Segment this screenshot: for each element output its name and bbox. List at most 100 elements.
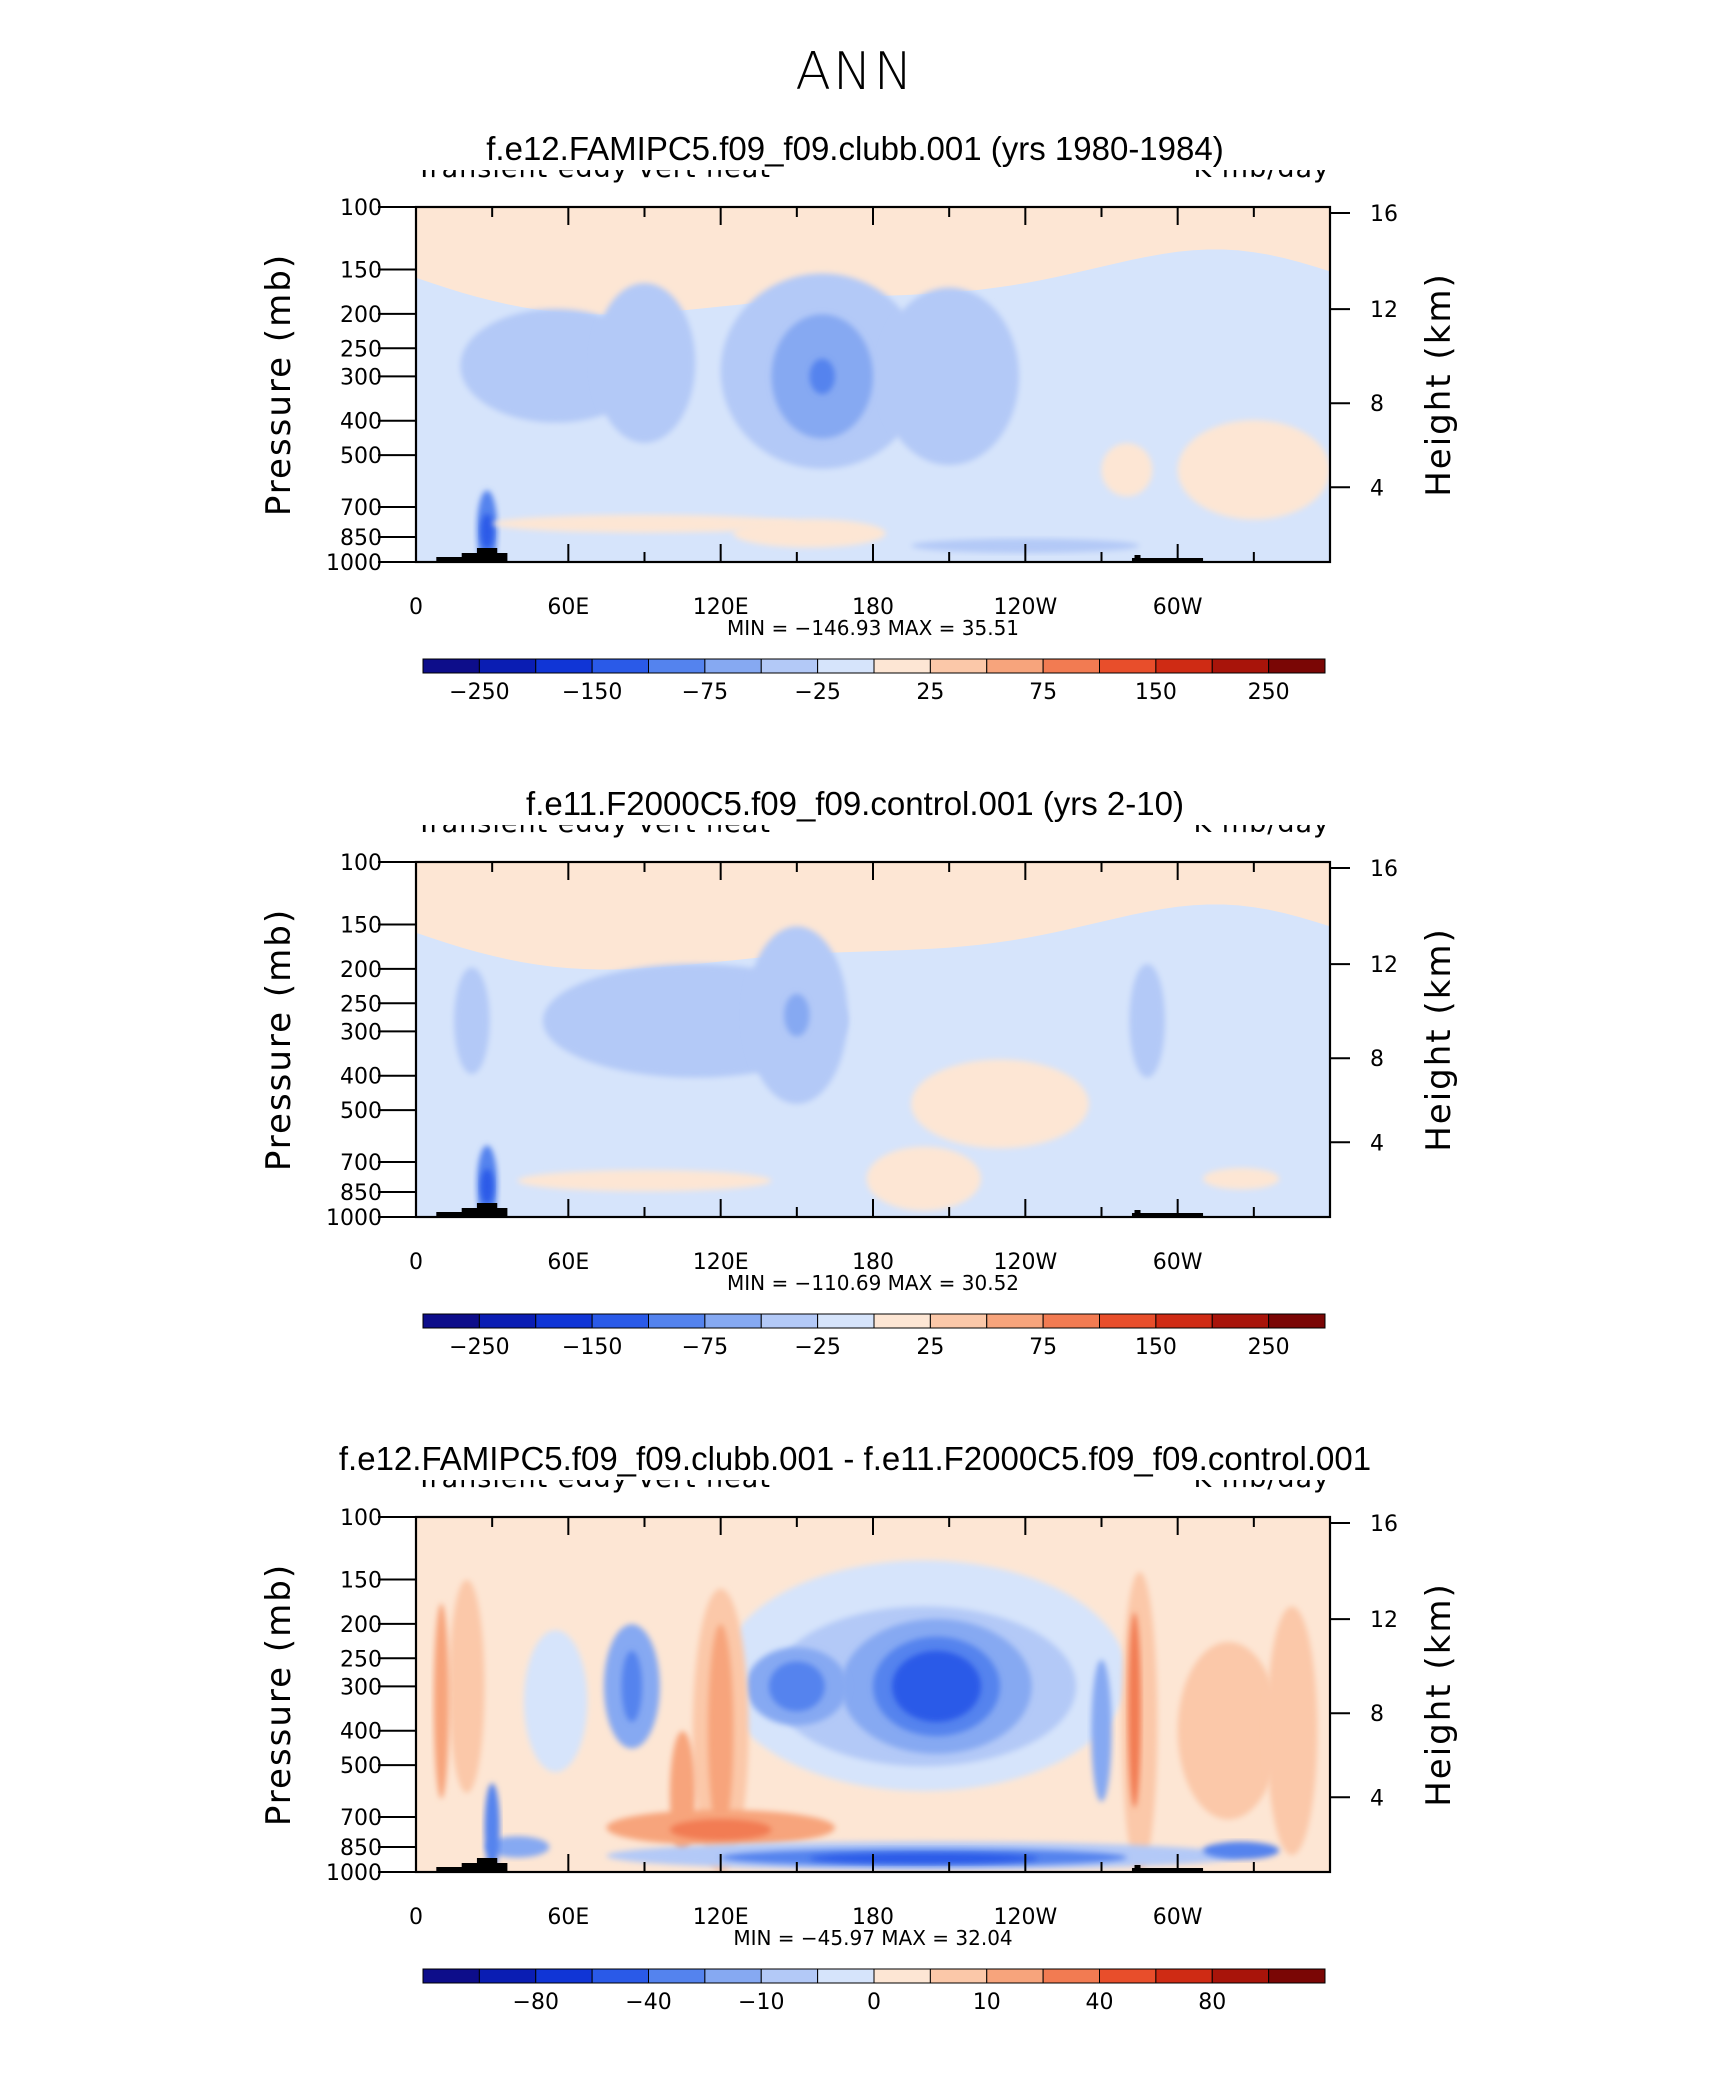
colorbar-label: 75 [1029,1335,1057,1360]
colorbar-swatch [929,1968,988,1984]
y-tick-label: 500 [340,1099,382,1124]
contour-region [1101,443,1153,497]
contour-region [485,1836,550,1858]
contour-region [1091,1659,1112,1802]
y-tick-label: 100 [340,1506,382,1531]
contour-region [809,1852,1039,1864]
colorbar-swatch [1211,1968,1270,1984]
colorbar-label: −40 [625,1990,671,2015]
colorbar-swatch [591,1313,649,1329]
colorbar-label: 25 [916,680,944,705]
y-tick-label: 850 [340,1181,382,1206]
topography [1131,1868,1204,1872]
y-tick-label: 150 [340,259,382,284]
colorbar-swatch [817,1313,875,1329]
colorbar-swatch [591,658,649,674]
colorbar-label: 150 [1135,1335,1177,1360]
contour-region [1129,963,1165,1078]
y-right-tick-label: 4 [1370,476,1384,501]
colorbar-swatch [535,1313,593,1329]
stratosphere-band [416,862,1330,970]
panel-title: f.e12.FAMIPC5.f09_f09.clubb.001 (yrs 198… [486,130,1224,167]
figure-title: ANN [795,42,915,102]
topography [1131,1213,1204,1217]
y-tick-label: 200 [340,303,382,328]
y-tick-label: 1000 [326,551,382,576]
y-tick-label: 250 [340,992,382,1017]
colorbar-swatch [704,658,762,674]
colorbar-label: 250 [1248,1335,1290,1360]
y-tick-label: 400 [340,1720,382,1745]
colorbar-label: −25 [794,680,840,705]
contour-region [1203,1168,1280,1190]
colorbar-swatch [648,1968,706,1984]
colorbar-label: 10 [973,1990,1001,2015]
topography [436,1858,508,1872]
y-right-tick-label: 12 [1370,1608,1398,1633]
y-right-tick-label: 16 [1370,202,1398,227]
contour-region [809,358,835,395]
contour-plot: Transient eddy vert heat K mb/day 100 150 20… [259,170,1459,705]
topography [1134,1865,1141,1868]
min-max-stats: MIN = −146.93 MAX = 35.51 [727,616,1019,640]
colorbar-swatch [704,1313,762,1329]
colorbar-swatch [760,658,819,674]
y-tick-label: 300 [340,1675,382,1700]
contour-region [484,1783,500,1872]
contour-field [416,207,1330,562]
contour-region [1266,1606,1318,1855]
colorbar-swatch [422,1313,480,1329]
y-tick-label: 850 [340,526,382,551]
colorbar-swatch [478,658,537,674]
colorbar-swatch [1042,658,1100,674]
y-right-tick-label: 16 [1370,857,1398,882]
contour-region [523,1630,588,1773]
colorbar-label: −150 [562,1335,622,1360]
left-subtitle: Transient eddy vert heat [415,170,771,184]
x-tick-label: 120E [693,595,749,620]
right-subtitle: K mb/day [1194,170,1331,184]
y-tick-label: 700 [340,496,382,521]
y-right-tick-label: 4 [1370,1131,1384,1156]
contour-region [517,1170,772,1192]
panel-1: f.e12.FAMIPC5.f09_f09.clubb.001 (yrs 198… [0,130,1710,785]
x-tick-label: 60E [547,1250,589,1275]
y-right-tick-label: 16 [1370,1512,1398,1537]
x-tick-label: 60W [1153,595,1203,620]
colorbar-label: −75 [682,680,728,705]
colorbar-label: 80 [1198,1990,1226,2015]
y-tick-label: 850 [340,1836,382,1861]
contour-region [733,519,886,548]
contour-region [866,1146,981,1211]
contour-region [784,993,810,1037]
contour-region [480,513,494,550]
y-tick-label: 400 [340,410,382,435]
colorbar-label: 25 [916,1335,944,1360]
y-tick-label: 250 [340,1647,382,1672]
colorbar-swatch [535,658,593,674]
y-right-axis-label: Height (km) [1419,1582,1459,1807]
colorbar-label: −80 [513,1990,559,2015]
colorbar-swatch [1211,658,1270,674]
y-right-tick-label: 12 [1370,298,1398,323]
x-tick-label: 0 [409,595,423,620]
contour-region [1128,1612,1141,1808]
colorbar-swatch [873,1313,931,1329]
y-tick-label: 500 [340,444,382,469]
contour-field [416,862,1330,1217]
colorbar-swatch [986,1968,1044,1984]
y-tick-label: 1000 [326,1206,382,1231]
contour-region [1177,420,1330,520]
y-right-tick-label: 8 [1370,1702,1384,1727]
contour-region [892,1650,981,1722]
x-tick-label: 0 [409,1250,423,1275]
colorbar-swatch [1268,1968,1326,1984]
y-tick-label: 300 [340,365,382,390]
contour-region [879,287,1019,466]
y-axis-label: Pressure (mb) [259,253,299,516]
contour-region [492,514,797,533]
colorbar-swatch [760,1968,819,1984]
colorbar-swatch [648,1313,706,1329]
y-tick-label: 200 [340,958,382,983]
colorbar-swatch [1211,1313,1270,1329]
